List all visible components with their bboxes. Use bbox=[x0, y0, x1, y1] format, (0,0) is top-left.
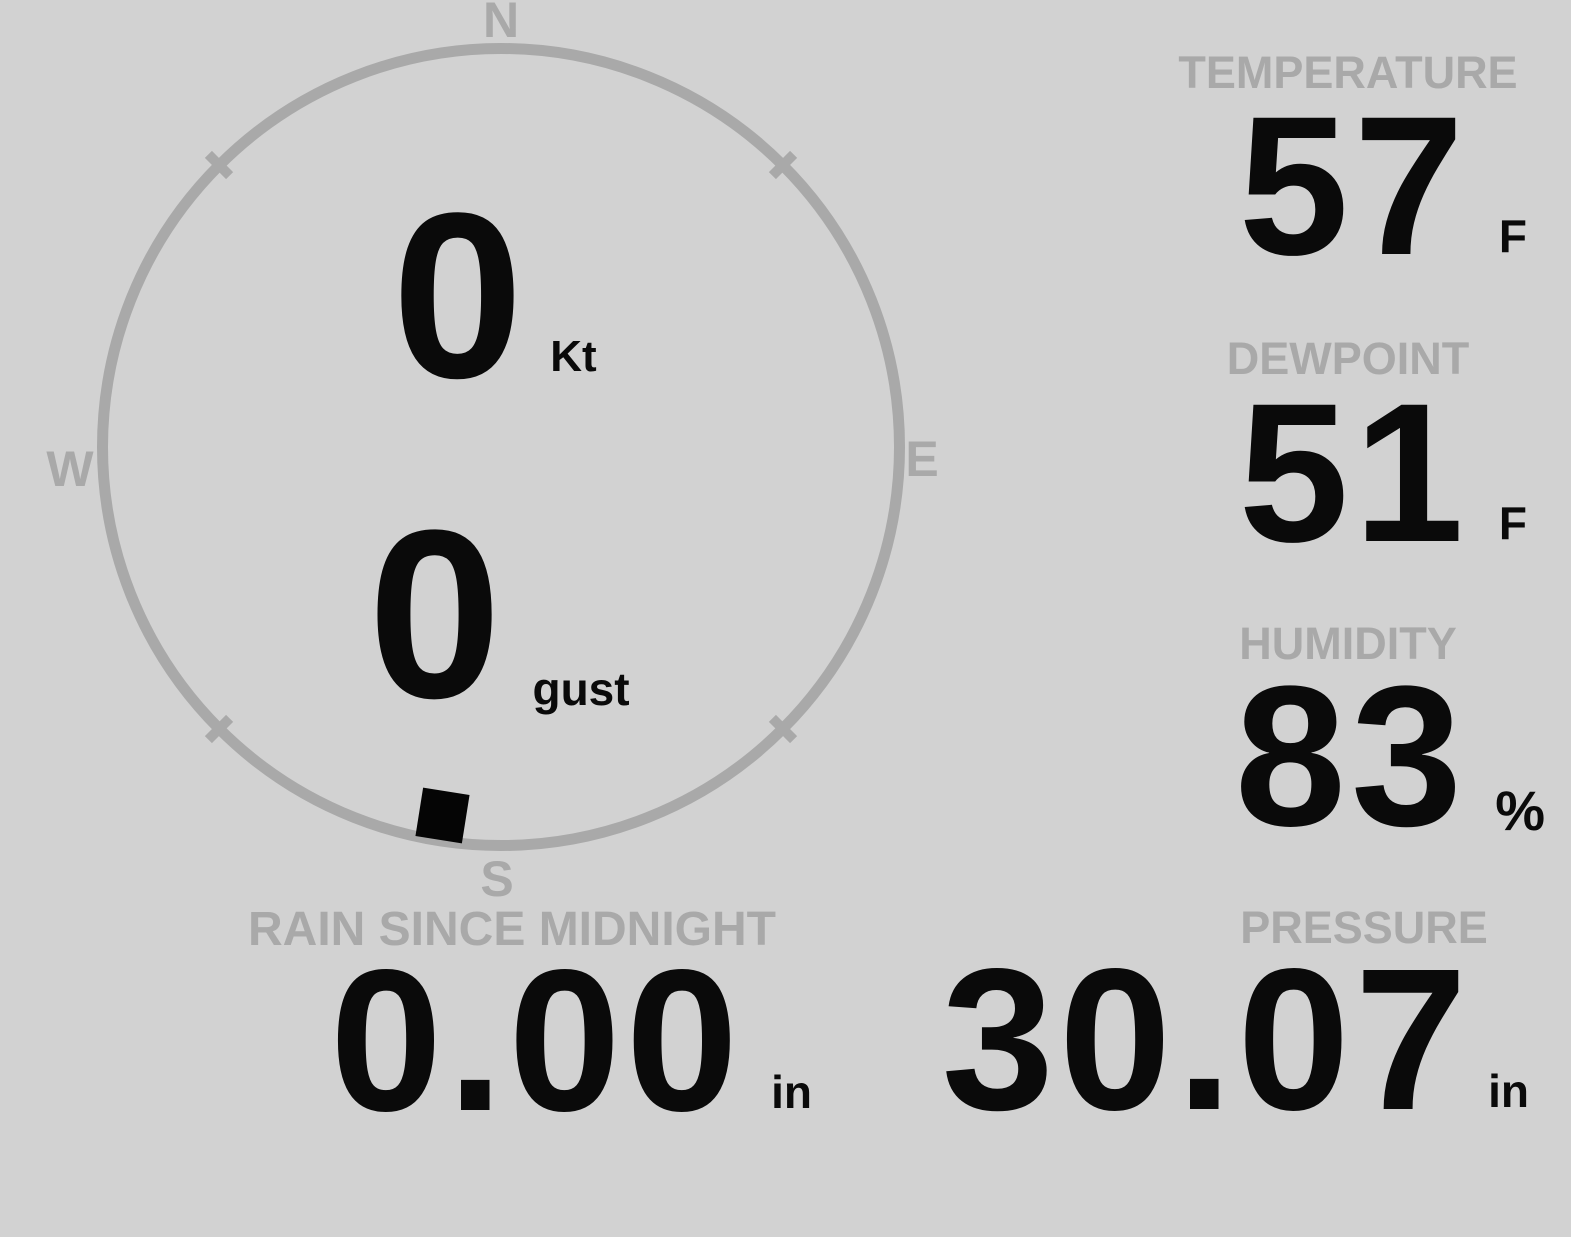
compass-ring bbox=[97, 43, 905, 851]
rain-value: 0.00 bbox=[329, 927, 744, 1153]
wind-gust-unit: gust bbox=[532, 663, 630, 715]
pressure-value: 30.07 bbox=[941, 926, 1473, 1152]
dewpoint-label: DEWPOINT bbox=[1226, 333, 1470, 384]
wind-direction-marker bbox=[415, 787, 470, 844]
cardinal-east-label: E bbox=[905, 431, 939, 487]
humidity-value: 83 bbox=[1234, 645, 1468, 868]
cardinal-north-label: N bbox=[482, 0, 520, 48]
temperature-value: 57 bbox=[1238, 75, 1469, 296]
dewpoint-value: 51 bbox=[1238, 362, 1469, 583]
cardinal-west-label: W bbox=[46, 441, 94, 497]
wind-speed-readout: 0 Kt bbox=[392, 178, 597, 414]
cardinal-south-label: S bbox=[480, 851, 514, 907]
dewpoint-unit: F bbox=[1498, 497, 1527, 549]
rain-unit: in bbox=[771, 1066, 812, 1118]
wind-gust-value: 0 bbox=[368, 480, 507, 748]
dewpoint-readout: 51 F bbox=[1239, 374, 1527, 572]
temperature-label: TEMPERATURE bbox=[1178, 47, 1518, 98]
wind-speed-value: 0 bbox=[392, 164, 529, 428]
wind-speed-unit: Kt bbox=[550, 332, 597, 381]
rain-readout: 0.00 in bbox=[330, 939, 812, 1141]
wind-gust-readout: 0 gust bbox=[368, 494, 630, 734]
temperature-unit: F bbox=[1498, 210, 1527, 262]
humidity-unit: % bbox=[1495, 779, 1545, 842]
humidity-label: HUMIDITY bbox=[1239, 618, 1457, 669]
rain-label: RAIN SINCE MIDNIGHT bbox=[248, 903, 776, 956]
humidity-readout: 83 % bbox=[1235, 657, 1545, 857]
pressure-label: PRESSURE bbox=[1240, 902, 1488, 953]
temperature-readout: 57 F bbox=[1239, 87, 1527, 285]
pressure-readout: 30.07 in bbox=[942, 938, 1529, 1140]
pressure-unit: in bbox=[1488, 1065, 1529, 1117]
